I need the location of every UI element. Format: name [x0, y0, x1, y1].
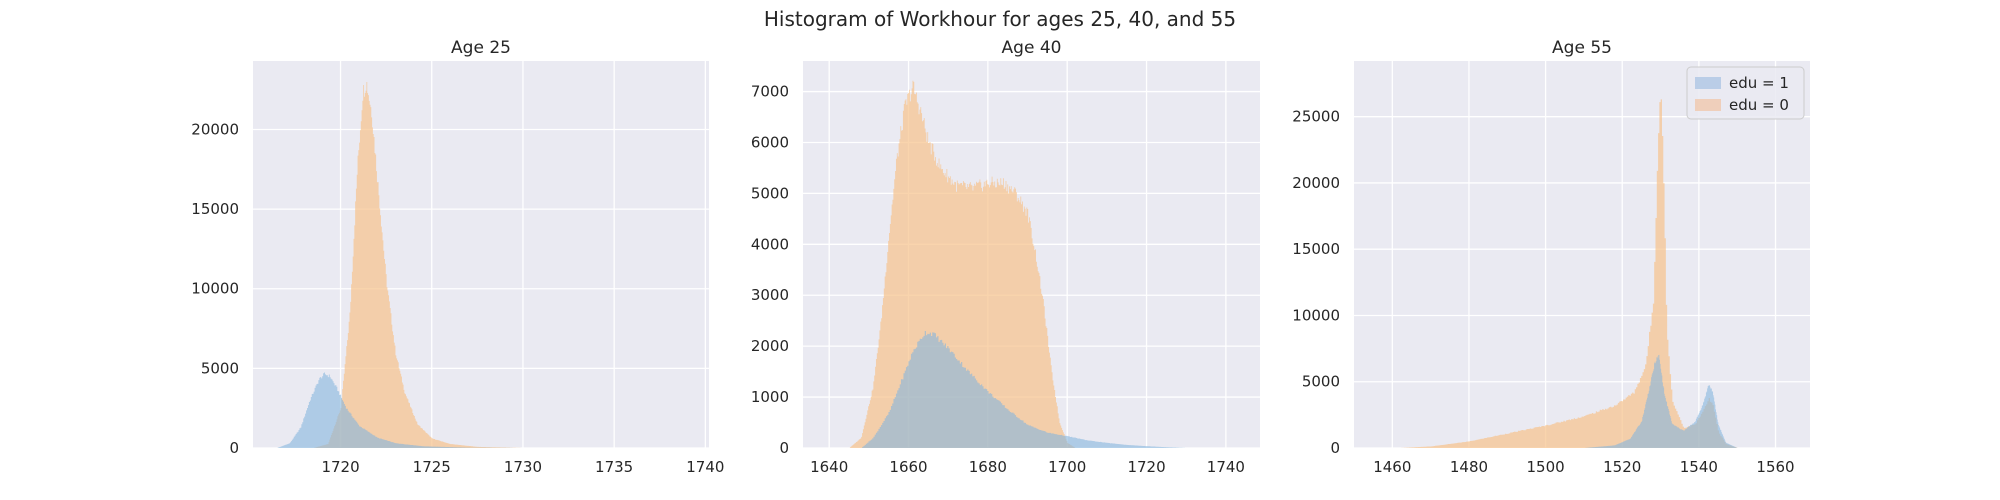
y-tick-label: 20000: [1292, 174, 1340, 192]
series-edu-1: [276, 372, 524, 448]
series-edu-0: [849, 80, 1077, 448]
x-tick-label: 1540: [1680, 458, 1718, 476]
x-tick-label: 1460: [1373, 458, 1411, 476]
panel-1: Age 25 1720 1725 1730 1735 1740 0 5000 10000 1500…: [191, 38, 724, 476]
y-tick-label: 5000: [1302, 373, 1340, 391]
suptitle: Histogram of Workhour for ages 25, 40, a…: [764, 7, 1236, 31]
y-tick-label: 0: [229, 439, 239, 457]
y-tick-label: 5000: [201, 359, 239, 377]
series-edu-1: [1583, 354, 1738, 448]
legend-swatch: [1695, 99, 1721, 111]
y-tick-label: 10000: [191, 280, 239, 298]
legend-swatch: [1695, 77, 1721, 89]
y-tick-label: 15000: [1292, 240, 1340, 258]
panel-title: Age 55: [1552, 38, 1612, 58]
x-tick-label: 1640: [810, 458, 848, 476]
x-tick-label: 1720: [1127, 458, 1165, 476]
legend: edu = 1 edu = 0: [1686, 66, 1805, 120]
x-tick-label: 1720: [321, 458, 359, 476]
y-tick-label: 10000: [1292, 306, 1340, 324]
x-tick-label: 1735: [595, 458, 633, 476]
panel-2: Age 40 1640 1660 1680 1700 1720 1740 0 1000 2000 3…: [751, 38, 1260, 476]
y-tick-label: 6000: [751, 133, 789, 151]
legend-label: edu = 0: [1729, 96, 1789, 114]
series-edu-0: [1399, 99, 1739, 448]
y-tick-label: 0: [1330, 439, 1340, 457]
x-tick-label: 1680: [969, 458, 1007, 476]
y-tick-label: 7000: [751, 83, 789, 101]
series-edu-1: [860, 331, 1188, 448]
x-tick-label: 1740: [1207, 458, 1245, 476]
y-tick-label: 1000: [751, 388, 789, 406]
x-tick-label: 1520: [1603, 458, 1641, 476]
y-tick-label: 2000: [751, 337, 789, 355]
y-tick-label: 3000: [751, 286, 789, 304]
x-tick-label: 1725: [413, 458, 451, 476]
y-tick-label: 15000: [191, 200, 239, 218]
y-tick-label: 25000: [1292, 108, 1340, 126]
x-tick-label: 1660: [889, 458, 927, 476]
panel-title: Age 25: [451, 38, 511, 58]
y-tick-label: 5000: [751, 184, 789, 202]
legend-label: edu = 1: [1729, 74, 1789, 92]
x-tick-label: 1500: [1527, 458, 1565, 476]
x-tick-label: 1480: [1450, 458, 1488, 476]
y-tick-label: 20000: [191, 120, 239, 138]
panel-3: Age 55 1460 1480 1500 1520 1540 1560 0 5000 10000…: [1292, 38, 1810, 476]
plot-area: [1354, 61, 1810, 448]
series-edu-0: [313, 81, 524, 448]
y-tick-label: 0: [779, 439, 789, 457]
y-tick-label: 4000: [751, 235, 789, 253]
panel-title: Age 40: [1002, 38, 1062, 58]
x-tick-label: 1740: [686, 458, 724, 476]
x-tick-label: 1700: [1048, 458, 1086, 476]
x-tick-label: 1730: [504, 458, 542, 476]
x-tick-label: 1560: [1756, 458, 1794, 476]
